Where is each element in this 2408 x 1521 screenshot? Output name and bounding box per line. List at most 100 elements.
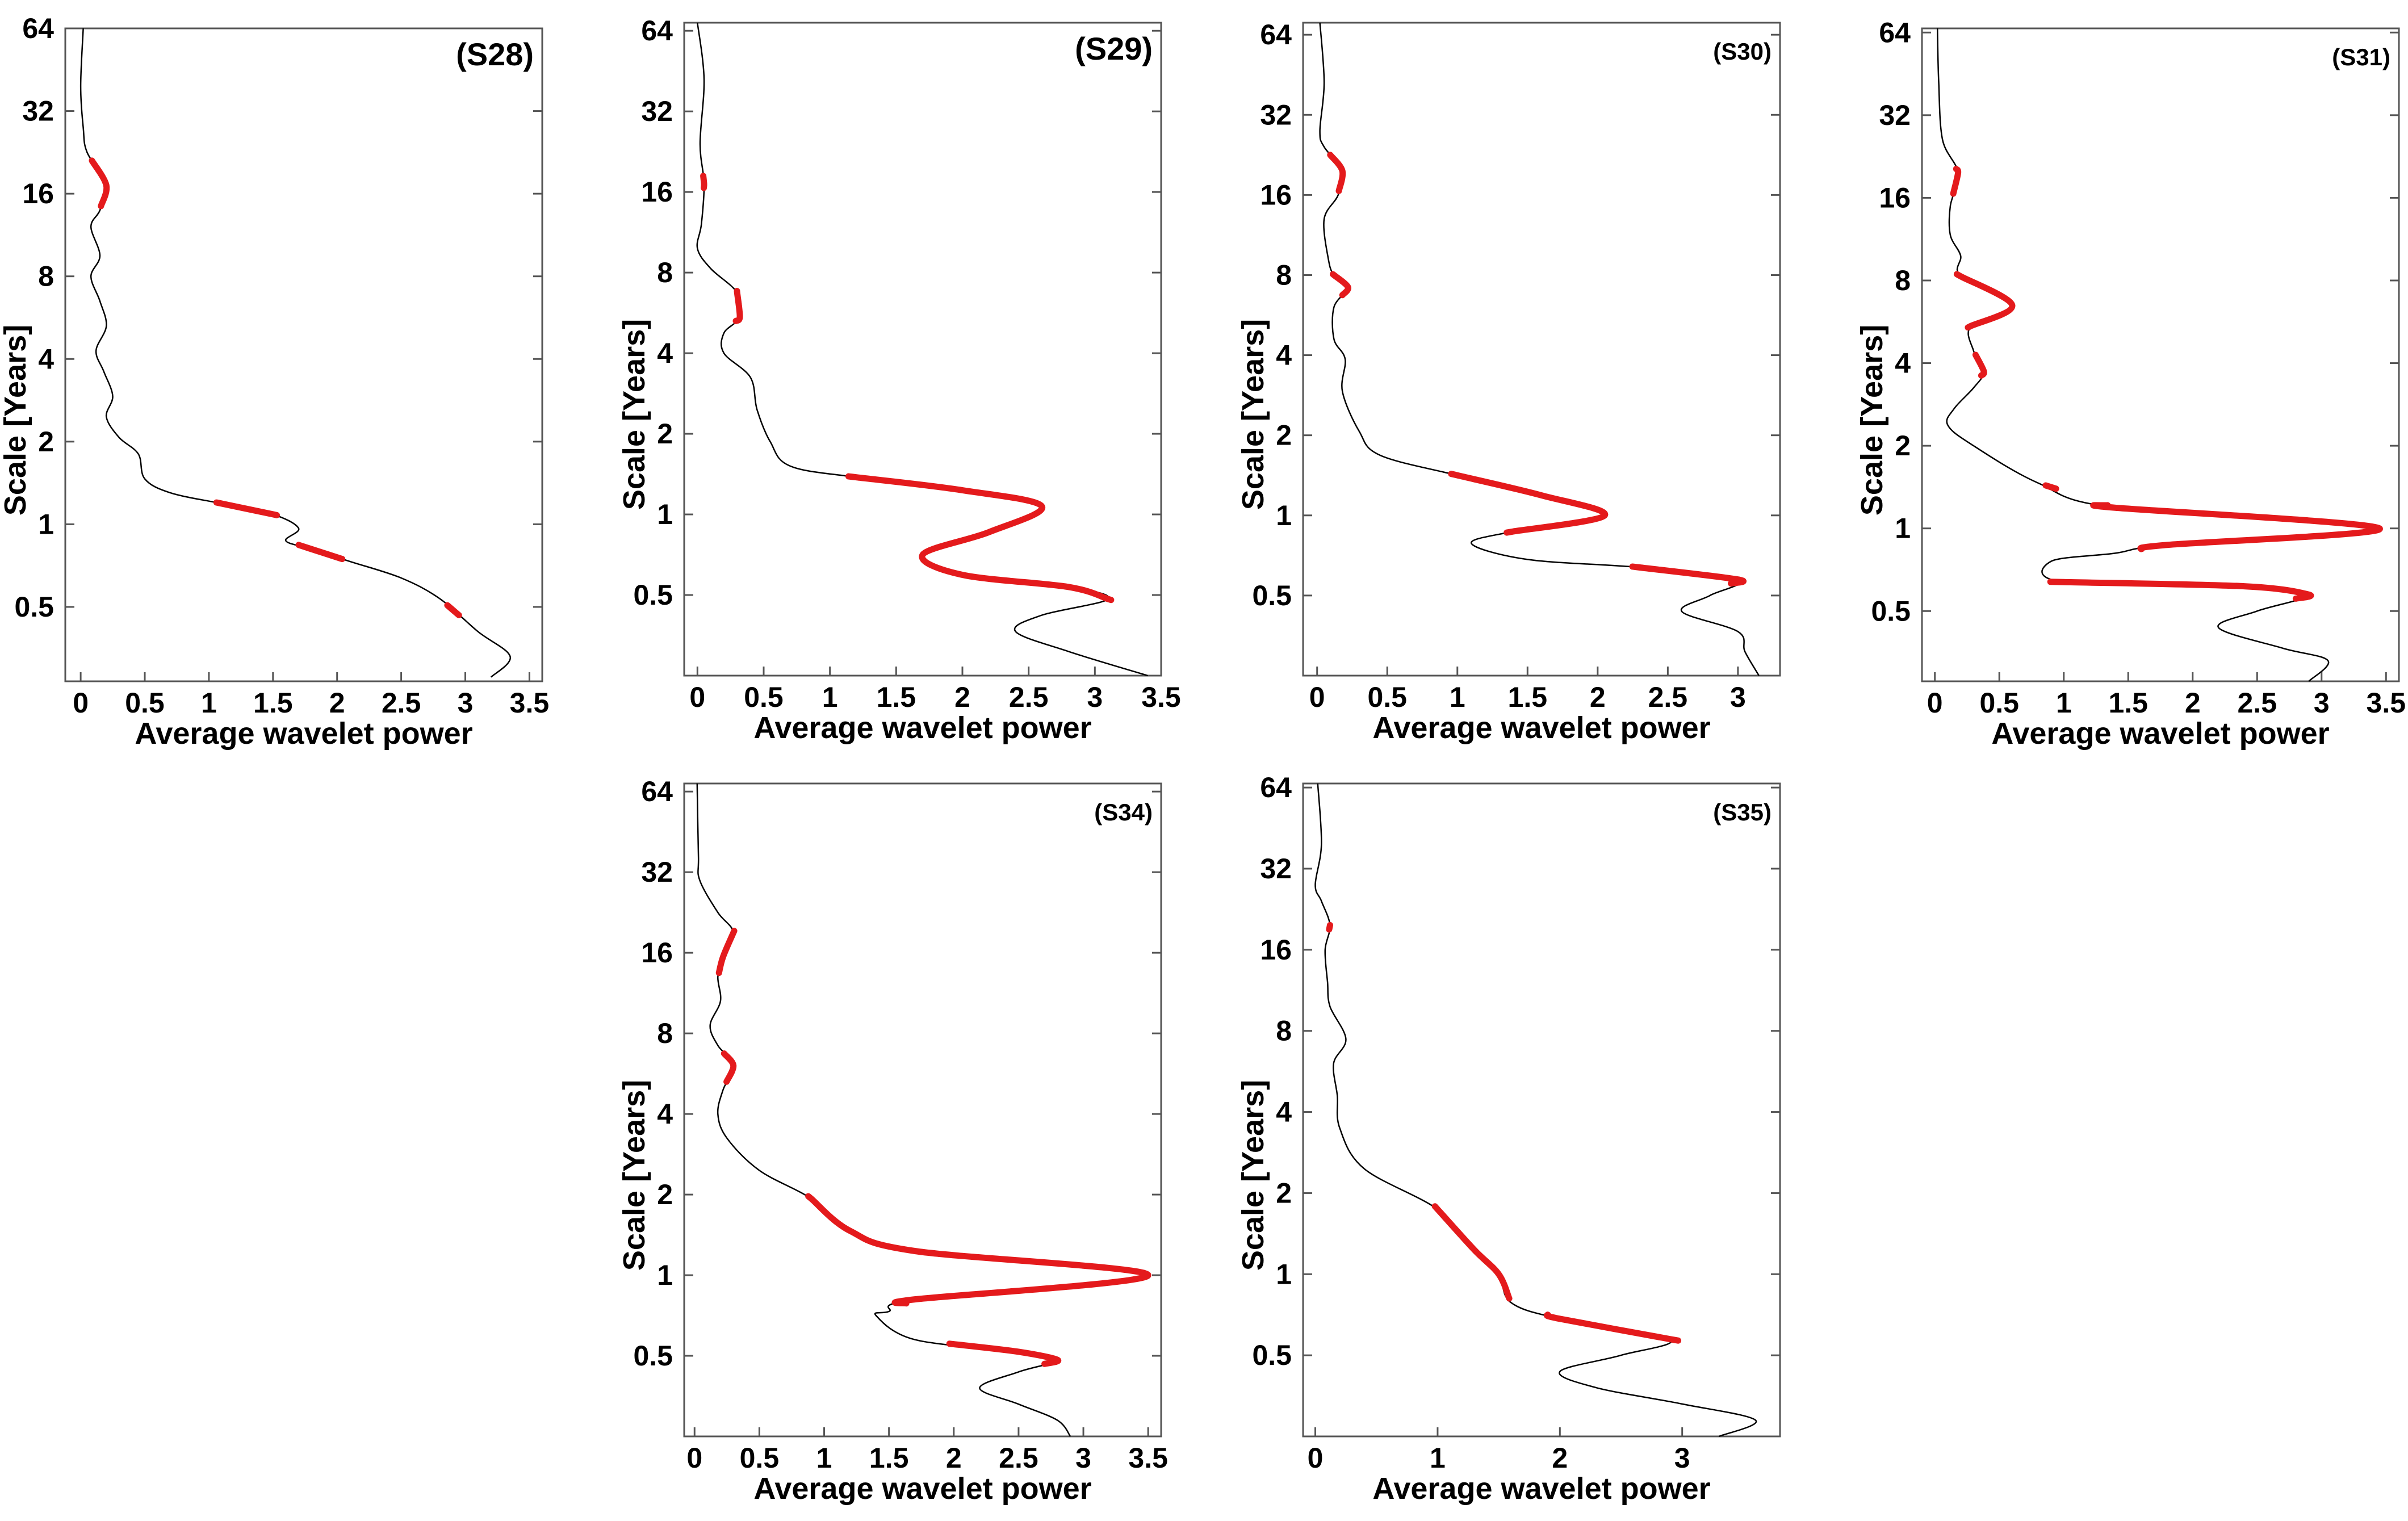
x-tick-label: 1.5 [253, 687, 293, 719]
chart-svg: 64 32 16 8 4 2 1 0.5 0 0.5 1 1.5 2 2.5 3 Average wavele… [1236, 19, 1781, 745]
significant-segment [946, 1340, 1062, 1367]
x-tick-label: 0 [1308, 1442, 1324, 1474]
significant-segment [1330, 271, 1351, 299]
x-tick-label: 0.5 [744, 681, 784, 713]
panel-label: (S28) [456, 36, 534, 72]
y-axis-title: Scale [Years] [0, 325, 32, 516]
series-line-average-wavelet-power [696, 22, 1149, 677]
x-tick-label: 1 [1450, 681, 1465, 713]
x-tick-label: 1 [2056, 687, 2072, 719]
y-tick-label: 0.5 [1252, 580, 1292, 611]
chart-svg: 64 32 16 8 4 2 1 0.5 0 0.5 1 1.5 2 2.5 3 3.5 Average wav… [1855, 16, 2406, 751]
y-tick-label: 8 [1276, 1015, 1292, 1047]
y-tick-label: 4 [1276, 340, 1292, 371]
x-axis-title: Average wavelet power [1991, 716, 2329, 751]
panel-label: (S30) [1713, 38, 1772, 65]
x-tick-label: 2 [1590, 681, 1606, 713]
x-tick-label: 2 [329, 687, 345, 719]
y-tick-label: 0.5 [14, 591, 54, 623]
y-tick-label: 64 [641, 776, 673, 807]
plot-frame [64, 27, 543, 682]
y-tick-label: 2 [38, 426, 54, 458]
panel-label: (S35) [1713, 799, 1772, 826]
y-tick-label: 4 [38, 343, 54, 375]
significant-segment [700, 173, 707, 191]
significant-segment [1953, 271, 2016, 331]
y-tick-label: 2 [1895, 430, 1911, 462]
x-tick-label: 2.5 [382, 687, 421, 719]
x-tick-label: 2.5 [999, 1442, 1038, 1474]
significant-segment [89, 157, 110, 209]
significant-segment [1629, 563, 1747, 587]
significant-segment [845, 473, 1115, 604]
y-tick-label: 8 [1895, 265, 1911, 296]
y-tick-label: 8 [657, 257, 673, 288]
plot-frame [1302, 782, 1781, 1438]
x-tick-label: 0.5 [1367, 681, 1407, 713]
x-tick-label: 1.5 [877, 681, 916, 713]
y-tick-label: 2 [1276, 1177, 1292, 1209]
significant-segment [2047, 579, 2314, 602]
significant-segment [732, 287, 743, 324]
y-tick-label: 16 [1879, 182, 1911, 213]
chart-svg: 64 32 16 8 4 2 1 0.5 0 0.5 1 1.5 2 2.5 3 3.5 Average wav… [617, 776, 1168, 1506]
x-tick-label: 1 [1430, 1442, 1446, 1474]
significant-segment [444, 602, 462, 618]
y-tick-label: 16 [1260, 179, 1292, 211]
y-tick-label: 8 [1276, 259, 1292, 291]
significant-segment [1448, 471, 1609, 536]
panel-label: (S34) [1094, 799, 1153, 826]
y-tick-label: 64 [1879, 16, 1911, 48]
plot-frame [683, 782, 1162, 1438]
x-tick-label: 1.5 [2108, 687, 2148, 719]
y-tick-label: 4 [1895, 347, 1911, 379]
y-axis-title: Scale [Years] [1236, 319, 1270, 510]
x-tick-label: 0 [1927, 687, 1943, 719]
chart-svg: 64 32 16 8 4 2 1 0.5 0 0.5 1 1.5 2 2.5 3 3.5 Average wav… [617, 15, 1181, 745]
x-tick-label: 3 [2314, 687, 2330, 719]
x-tick-label: 1.5 [869, 1442, 909, 1474]
y-tick-label: 32 [22, 95, 54, 127]
y-tick-label: 1 [1276, 1258, 1292, 1290]
x-tick-label: 3.5 [510, 687, 550, 719]
x-tick-label: 2 [1552, 1442, 1568, 1474]
significant-segment [1972, 351, 1987, 379]
x-tick-label: 1.5 [1508, 681, 1548, 713]
x-tick-label: 0.5 [740, 1442, 780, 1474]
plot-frame [1921, 27, 2400, 682]
y-tick-label: 0.5 [1252, 1339, 1292, 1371]
significant-segment [715, 928, 738, 977]
y-tick-label: 8 [657, 1017, 673, 1049]
x-tick-label: 0 [1309, 681, 1325, 713]
y-tick-label: 64 [1260, 19, 1292, 51]
y-tick-label: 0.5 [633, 1340, 673, 1372]
x-tick-label: 3.5 [1141, 681, 1181, 713]
y-tick-label: 1 [1895, 513, 1911, 544]
y-tick-label: 64 [641, 15, 673, 47]
x-tick-label: 2 [946, 1442, 962, 1474]
significant-segment [721, 1050, 737, 1085]
x-tick-label: 0.5 [125, 687, 165, 719]
series-line-average-wavelet-power [1319, 22, 1760, 676]
y-tick-label: 64 [1260, 772, 1292, 803]
y-axis-title: Scale [Years] [617, 319, 651, 510]
series-line-average-wavelet-power [79, 28, 511, 678]
x-tick-label: 3 [1674, 1442, 1690, 1474]
x-axis-title: Average wavelet power [753, 711, 1091, 745]
panel-s28: 64 32 16 8 4 2 1 0.5 0 0.5 1 1.5 2 2.5 3 3.5 Average wav… [0, 12, 556, 751]
x-axis-title: Average wavelet power [135, 716, 472, 751]
y-tick-label: 4 [1276, 1096, 1292, 1128]
panel-s30: 64 32 16 8 4 2 1 0.5 0 0.5 1 1.5 2 2.5 3 Average wavele… [1236, 11, 1794, 745]
y-tick-label: 1 [657, 498, 673, 530]
significant-segment [1431, 1203, 1513, 1302]
y-tick-label: 4 [657, 1098, 673, 1130]
x-tick-label: 3.5 [1128, 1442, 1168, 1474]
x-axis-title: Average wavelet power [1372, 711, 1710, 745]
x-tick-label: 3.5 [2367, 687, 2406, 719]
y-tick-label: 0.5 [633, 579, 673, 611]
y-axis-title: Scale [Years] [1236, 1080, 1270, 1271]
y-tick-label: 64 [22, 12, 54, 44]
y-tick-label: 8 [38, 261, 54, 292]
significant-segment [295, 542, 346, 563]
